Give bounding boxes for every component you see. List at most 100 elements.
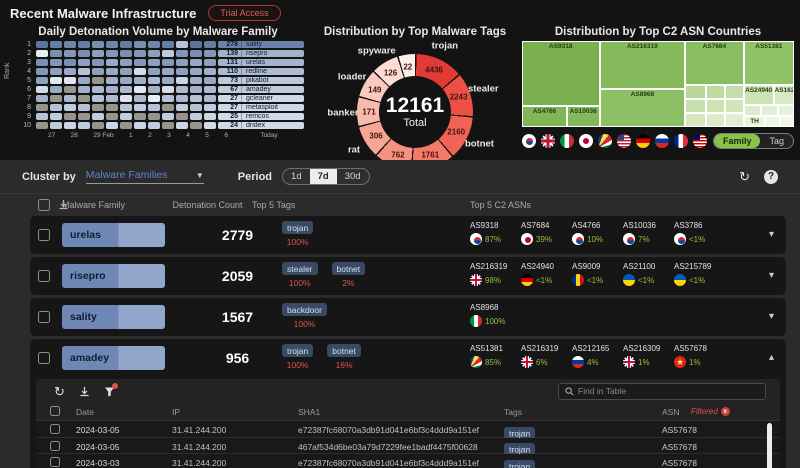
download-icon[interactable] — [58, 199, 69, 210]
donut-segment-value: 2243 — [449, 92, 468, 102]
sc-flag-icon — [470, 356, 482, 368]
detonation-date: 2024-03-03 — [76, 458, 120, 468]
gb-flag-icon — [470, 274, 482, 286]
heatmap-cell — [50, 41, 62, 48]
treemap-cell-as24940: AS24940 — [743, 84, 774, 105]
gb-flag-icon — [623, 356, 635, 368]
heatmap-cell — [92, 95, 104, 102]
chevron-down-icon[interactable]: ▾ — [768, 270, 774, 281]
asn-percentage: 87% — [485, 234, 502, 244]
subtable-scrollbar[interactable] — [767, 423, 772, 468]
heatmap-cell — [92, 122, 104, 129]
toggle-tag[interactable]: Tag — [769, 136, 784, 146]
family-bar[interactable]: risepro — [62, 264, 165, 288]
detonation-count: 2779 — [221, 227, 254, 243]
row-checkbox[interactable] — [38, 352, 50, 364]
c2-ip-address: 31.41.244.200 — [172, 458, 227, 468]
asn-column: AS10036 7% — [623, 221, 674, 245]
family-tag-toggle[interactable]: Family Tag — [712, 133, 794, 149]
heatmap-cell — [120, 59, 132, 66]
cluster-table-section: Cluster by Malware Families ▼ Period 1d … — [0, 160, 800, 468]
heatmap-family-name: redline — [246, 68, 268, 75]
heatmap-x-axis: 27 28 29 Feb 1 2 3 4 5 6 — [48, 132, 228, 139]
subtable-row-checkbox[interactable] — [50, 440, 60, 451]
donut-segment-value: 22 — [403, 62, 413, 72]
table-row[interactable]: amadey 956 trojan 100% botnet 16% AS51381 85% AS… — [30, 339, 786, 468]
col-header-detonation-count: Detonation Count — [172, 200, 243, 210]
heatmap-rank-label: 8 — [27, 104, 31, 111]
heatmap-cell — [120, 77, 132, 84]
filtered-indicator[interactable]: Filtered x — [691, 407, 730, 416]
heatmap-x-tick: 2 — [148, 132, 152, 139]
tag-percentage: 100% — [288, 278, 311, 288]
sample-sha1: 467af534d6be03a79d7229fee1badf4475f00628 — [298, 441, 478, 452]
family-name: risepro — [70, 270, 106, 282]
asn-flag-row: 1% — [623, 356, 674, 368]
remove-filter-icon[interactable]: x — [720, 407, 730, 416]
asn-value: AS57678 — [662, 441, 697, 452]
toggle-family[interactable]: Family — [713, 134, 761, 148]
cluster-by-select[interactable]: Malware Families ▼ — [85, 169, 204, 184]
chevron-down-icon[interactable]: ▾ — [768, 311, 774, 322]
heatmap-cell — [50, 122, 62, 129]
subtable-select-all-checkbox[interactable] — [50, 406, 60, 416]
chevron-up-icon[interactable]: ▴ — [768, 352, 774, 363]
heatmap-cell — [190, 41, 202, 48]
heatmap-today-value: 27 metasploit — [218, 104, 304, 111]
heatmap-today-value: 110 redline — [218, 68, 304, 75]
heatmap-today-count: 139 — [218, 50, 242, 57]
asn-percentage: 1% — [689, 357, 701, 367]
family-bar[interactable]: urelas — [62, 223, 165, 247]
heatmap-x-tick: 3 — [167, 132, 171, 139]
tag-column: backdoor 100% — [282, 303, 327, 329]
it-flag-icon — [560, 134, 574, 148]
heatmap-cell — [176, 113, 188, 120]
heatmap-today-count: 27 — [218, 104, 242, 111]
tag-column: botnet 2% — [331, 262, 366, 288]
heatmap-x-tick: 4 — [186, 132, 190, 139]
asn-flag-row: <1% — [674, 233, 725, 245]
cluster-by-label: Cluster by — [22, 170, 76, 183]
table-row[interactable]: urelas 2779 trojan 100% AS9318 87% AS7684 39% AS… — [30, 216, 786, 254]
period-30d-button[interactable]: 30d — [344, 171, 361, 182]
family-bar[interactable]: amadey — [62, 346, 165, 370]
heatmap-cell — [134, 68, 146, 75]
asn-column: AS215789 <1% — [674, 262, 725, 286]
select-all-checkbox[interactable] — [38, 199, 50, 211]
heatmap-rank-label: 6 — [27, 86, 31, 93]
heatmap-cell — [204, 50, 216, 57]
row-checkbox[interactable] — [38, 270, 50, 282]
tag-cell: trojan — [504, 423, 536, 441]
subtable-row-checkbox[interactable] — [50, 457, 60, 467]
c2-ip-address: 31.41.244.200 — [172, 425, 227, 435]
refresh-icon[interactable]: ↻ — [739, 169, 750, 184]
asn-column: AS212165 4% — [572, 344, 623, 368]
heatmap-family-name: remcos — [246, 113, 269, 120]
family-bar[interactable]: sality — [62, 305, 165, 329]
heatmap-today-count: 131 — [218, 59, 242, 66]
heatmap-today-value: 73 pikabot — [218, 77, 304, 84]
filter-icon[interactable] — [104, 382, 118, 397]
tag-percentage: 16% — [335, 360, 353, 370]
table-search[interactable] — [558, 382, 766, 400]
find-in-table-input[interactable] — [578, 386, 748, 396]
col-header-malware-family: Malware Family — [62, 200, 126, 210]
table-row[interactable]: sality 1567 backdoor 100% AS8968 100% ▾ — [30, 298, 786, 336]
heatmap-cell — [176, 50, 188, 57]
table-row[interactable]: risepro 2059 stealer 100% botnet 2% AS216319 98… — [30, 257, 786, 295]
heatmap-cell — [204, 77, 216, 84]
col-header-asn: ASN — [662, 407, 680, 417]
period-1d-button[interactable]: 1d — [291, 171, 302, 182]
period-7d-button[interactable]: 7d — [309, 169, 337, 184]
donut-center: 12161 Total — [379, 76, 451, 148]
heatmap-cell — [78, 41, 90, 48]
subtable-row-checkbox[interactable] — [50, 424, 60, 434]
download-icon[interactable] — [79, 386, 90, 397]
row-checkbox[interactable] — [38, 229, 50, 241]
help-icon[interactable]: ? — [764, 169, 778, 184]
refresh-icon[interactable]: ↻ — [54, 383, 65, 399]
asn-column: AS4766 10% — [572, 221, 623, 245]
row-checkbox[interactable] — [38, 311, 50, 323]
chevron-down-icon[interactable]: ▾ — [768, 229, 774, 240]
heatmap-today-value: 67 amadey — [218, 86, 304, 93]
